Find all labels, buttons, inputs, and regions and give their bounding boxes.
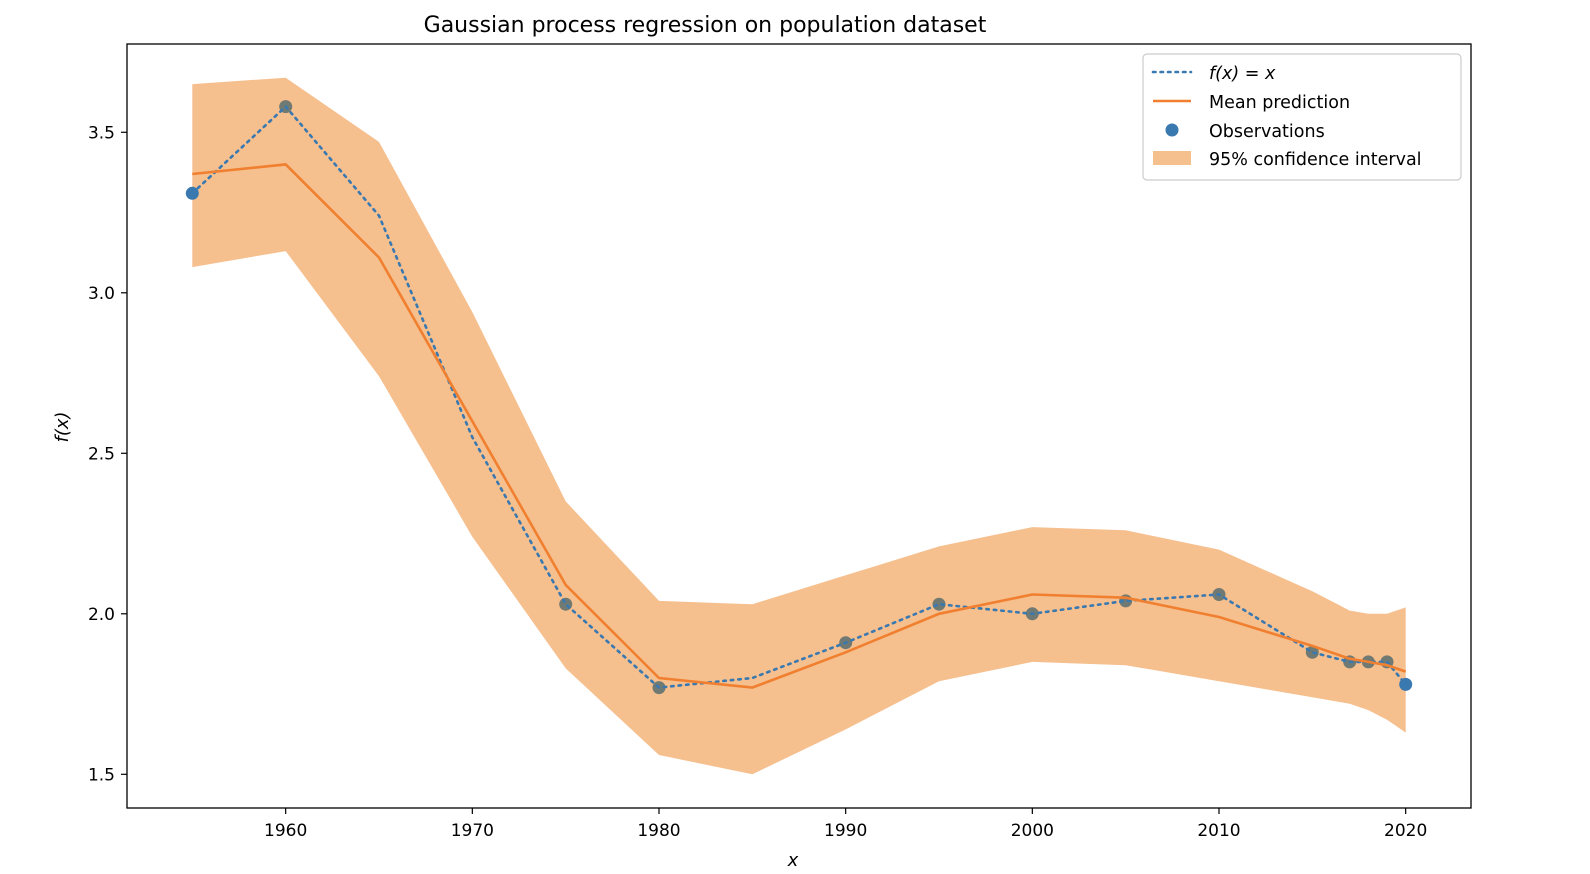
plot-frame — [126, 43, 1472, 809]
chart-title: Gaussian process regression on populatio… — [424, 13, 987, 38]
x-tick-label: 1970 — [451, 821, 494, 841]
y-axis: 1.5 2.0 2.5 3.0 3.5 — [88, 123, 127, 785]
legend-obs-marker — [1165, 123, 1179, 137]
x-tick-label: 1990 — [824, 821, 867, 841]
y-tick-label: 3.0 — [88, 284, 115, 304]
x-axis: 1960 1970 1980 1990 2000 2010 2020 — [264, 808, 1427, 841]
y-axis-label: f(x) — [52, 411, 73, 442]
legend-fx-label: f(x) = x — [1209, 64, 1276, 84]
x-axis-label: x — [787, 850, 799, 871]
legend-mean-label: Mean prediction — [1209, 93, 1350, 113]
x-tick-label: 2010 — [1197, 821, 1240, 841]
legend-box — [1142, 53, 1462, 181]
y-tick-label: 2.0 — [88, 605, 115, 625]
plot-area — [185, 77, 1413, 775]
y-tick-label: 3.5 — [88, 123, 115, 143]
y-tick-label: 2.5 — [88, 444, 115, 464]
mean-prediction-line — [192, 163, 1407, 689]
observation-point — [559, 597, 573, 611]
legend-ci-label: 95% confidence interval — [1209, 150, 1422, 170]
legend: f(x) = x Mean prediction Observations 95… — [1142, 53, 1462, 181]
fx-line — [191, 104, 1407, 689]
ci-band — [192, 77, 1406, 775]
x-tick-label: 2020 — [1384, 821, 1427, 841]
x-tick-label: 2000 — [1011, 821, 1054, 841]
legend-ci-swatch — [1153, 151, 1191, 165]
x-tick-label: 1980 — [637, 821, 680, 841]
x-tick-label: 1960 — [264, 821, 307, 841]
y-tick-label: 1.5 — [88, 765, 115, 785]
legend-obs-label: Observations — [1209, 122, 1325, 142]
observation-point — [932, 597, 946, 611]
